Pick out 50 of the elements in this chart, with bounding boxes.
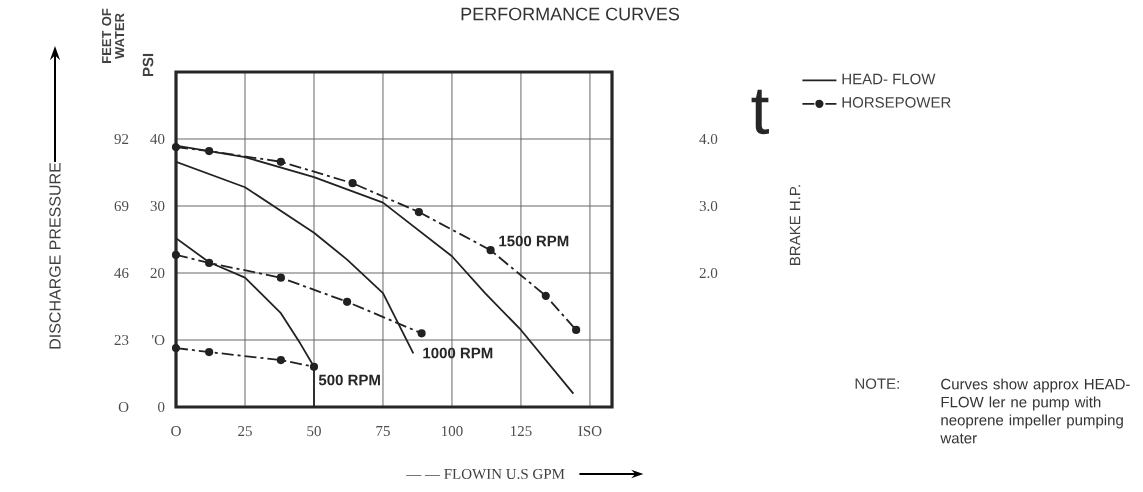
text: t bbox=[751, 89, 769, 135]
y2-tick-label: 2.0 bbox=[699, 267, 718, 279]
text: NOTE: bbox=[855, 378, 899, 390]
x-tick-label: ISO bbox=[578, 426, 602, 437]
y2-tick-label: 3.0 bbox=[699, 200, 718, 212]
y3-tick-label: 23 bbox=[114, 334, 129, 346]
point bbox=[205, 146, 214, 156]
annotation: 500 RPM bbox=[318, 374, 380, 386]
y3-tick-label: 69 bbox=[114, 200, 129, 212]
y3-tick-label: O bbox=[118, 401, 129, 413]
point bbox=[486, 246, 495, 255]
x-tick-label: 100 bbox=[442, 426, 463, 437]
x-axis-title: — — FLOWIN U.S GPM bbox=[406, 468, 565, 480]
y-tick-label: 40 bbox=[150, 133, 165, 145]
y-axis-title: PSI bbox=[142, 53, 154, 77]
point bbox=[417, 329, 426, 338]
point bbox=[343, 297, 352, 306]
y2-axis-title: BRAKE H.P. bbox=[789, 185, 801, 265]
y-tick-label: 0 bbox=[158, 401, 165, 413]
y3-axis-title: FEET OF WATER bbox=[101, 8, 125, 63]
y3-tick-label: 46 bbox=[114, 267, 129, 279]
point bbox=[276, 157, 285, 166]
point bbox=[276, 356, 285, 365]
point bbox=[205, 347, 214, 357]
point bbox=[171, 343, 181, 353]
point bbox=[171, 250, 181, 260]
legend-label: HORSEPOWER bbox=[842, 97, 951, 108]
annotation: 1500 RPM bbox=[499, 235, 569, 247]
x-tick-label: 25 bbox=[238, 426, 252, 437]
y-tick-label: 20 bbox=[150, 267, 165, 279]
text: Curves show approx HEAD- FLOW ler ne pump with neoprene impeller pumping water bbox=[940, 378, 1130, 444]
annotation: 1000 RPM bbox=[423, 347, 493, 359]
point bbox=[572, 325, 581, 335]
point bbox=[414, 207, 423, 217]
x-tick-label: 50 bbox=[307, 426, 321, 437]
point bbox=[205, 258, 214, 268]
y2-tick-label: 4.0 bbox=[699, 133, 718, 145]
legend-label: HEAD- FLOW bbox=[842, 73, 936, 85]
chart-title: PERFORMANCE CURVES bbox=[461, 7, 680, 21]
y-tick-label: 'O bbox=[152, 334, 165, 346]
x-tick-label: 125 bbox=[511, 426, 532, 437]
x-tick-label: O bbox=[171, 426, 181, 437]
y-tick-label: 30 bbox=[150, 200, 165, 212]
point bbox=[276, 273, 285, 282]
text: DISCHARGE PRESSURE bbox=[49, 162, 61, 349]
point bbox=[541, 291, 550, 300]
point bbox=[171, 142, 181, 152]
y3-tick-label: 92 bbox=[114, 133, 129, 145]
x-tick-label: 75 bbox=[376, 426, 390, 437]
point bbox=[348, 179, 357, 188]
